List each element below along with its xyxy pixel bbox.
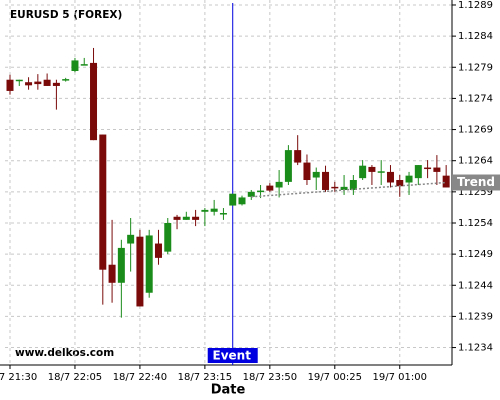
candle-body: [173, 216, 181, 220]
candle-body: [136, 236, 144, 307]
watermark: www.delkos.com: [15, 347, 114, 359]
x-axis-title: Date: [211, 383, 246, 398]
y-tick-label: 1.1264: [458, 156, 493, 167]
y-tick-label: 1.1274: [458, 93, 493, 104]
candle-body: [424, 167, 432, 170]
candle-body: [90, 62, 98, 141]
y-tick-label: 1.1269: [458, 125, 493, 136]
x-tick-label: 19/7 01:00: [373, 372, 427, 383]
candle-body: [275, 181, 283, 188]
candle-body: [219, 213, 227, 215]
candle-body: [359, 165, 367, 179]
candle-body: [349, 180, 357, 190]
candle-body: [433, 167, 441, 172]
candle-body: [396, 180, 404, 187]
y-tick-label: 1.1239: [458, 311, 493, 322]
candle-body: [377, 171, 385, 173]
x-tick-label: 19/7 00:25: [308, 372, 362, 383]
candle-body: [117, 247, 125, 283]
candle-body: [210, 208, 218, 212]
candle-body: [312, 171, 320, 178]
candle-body: [164, 222, 172, 252]
candle-body: [182, 216, 190, 220]
y-tick-label: 1.1254: [458, 218, 493, 229]
candle-body: [386, 171, 394, 183]
candle-body: [414, 165, 422, 179]
candle-body: [201, 209, 209, 212]
candle-body: [6, 79, 14, 91]
candle-body: [80, 64, 88, 66]
trend-line: [251, 181, 447, 198]
candle-body: [71, 60, 79, 72]
candle-body: [405, 175, 413, 183]
candle-body: [52, 82, 60, 86]
candle-body: [62, 79, 70, 81]
candle-body: [99, 134, 107, 270]
candle-body: [25, 82, 33, 86]
x-tick-label: 18/7 22:05: [48, 372, 102, 383]
x-tick-label: 18/7 23:50: [243, 372, 297, 383]
candle-body: [266, 185, 274, 191]
trend-label-box: [452, 174, 500, 191]
candle-body: [229, 193, 237, 206]
candle-body: [284, 150, 292, 182]
event-label: Event: [213, 349, 252, 363]
y-tick-label: 1.1244: [458, 280, 493, 291]
candle-body: [192, 216, 200, 220]
candle-body: [340, 186, 348, 190]
y-tick-label: 1.1259: [458, 187, 493, 198]
candle-body: [127, 234, 135, 244]
candle-body: [303, 162, 311, 181]
x-tick-label: 18/7 21:30: [0, 372, 37, 383]
y-tick-label: 1.1289: [458, 0, 493, 11]
candle-body: [368, 166, 376, 172]
candle-body: [43, 79, 51, 86]
y-tick-label: 1.1279: [458, 62, 493, 73]
event-label-box: [207, 348, 258, 363]
candle-body: [15, 79, 23, 82]
candle-body: [238, 197, 246, 205]
candle-body: [294, 150, 302, 163]
y-tick-label: 1.1284: [458, 31, 493, 42]
candle-body: [322, 171, 330, 190]
candle-body: [257, 190, 265, 193]
y-tick-label: 1.1249: [458, 249, 493, 260]
y-tick-label: 1.1234: [458, 343, 493, 354]
x-tick-label: 18/7 22:40: [113, 372, 167, 383]
candle-body: [154, 243, 162, 258]
candle-body: [247, 191, 255, 197]
trend-label: Trend: [457, 175, 495, 189]
chart-title: EURUSD 5 (FOREX): [10, 9, 122, 21]
candle-body: [442, 175, 450, 188]
x-tick-label: 18/7 23:15: [178, 372, 232, 383]
candle-body: [108, 264, 116, 283]
candle-body: [34, 81, 42, 85]
candle-body: [331, 186, 339, 189]
candle-body: [145, 235, 153, 293]
